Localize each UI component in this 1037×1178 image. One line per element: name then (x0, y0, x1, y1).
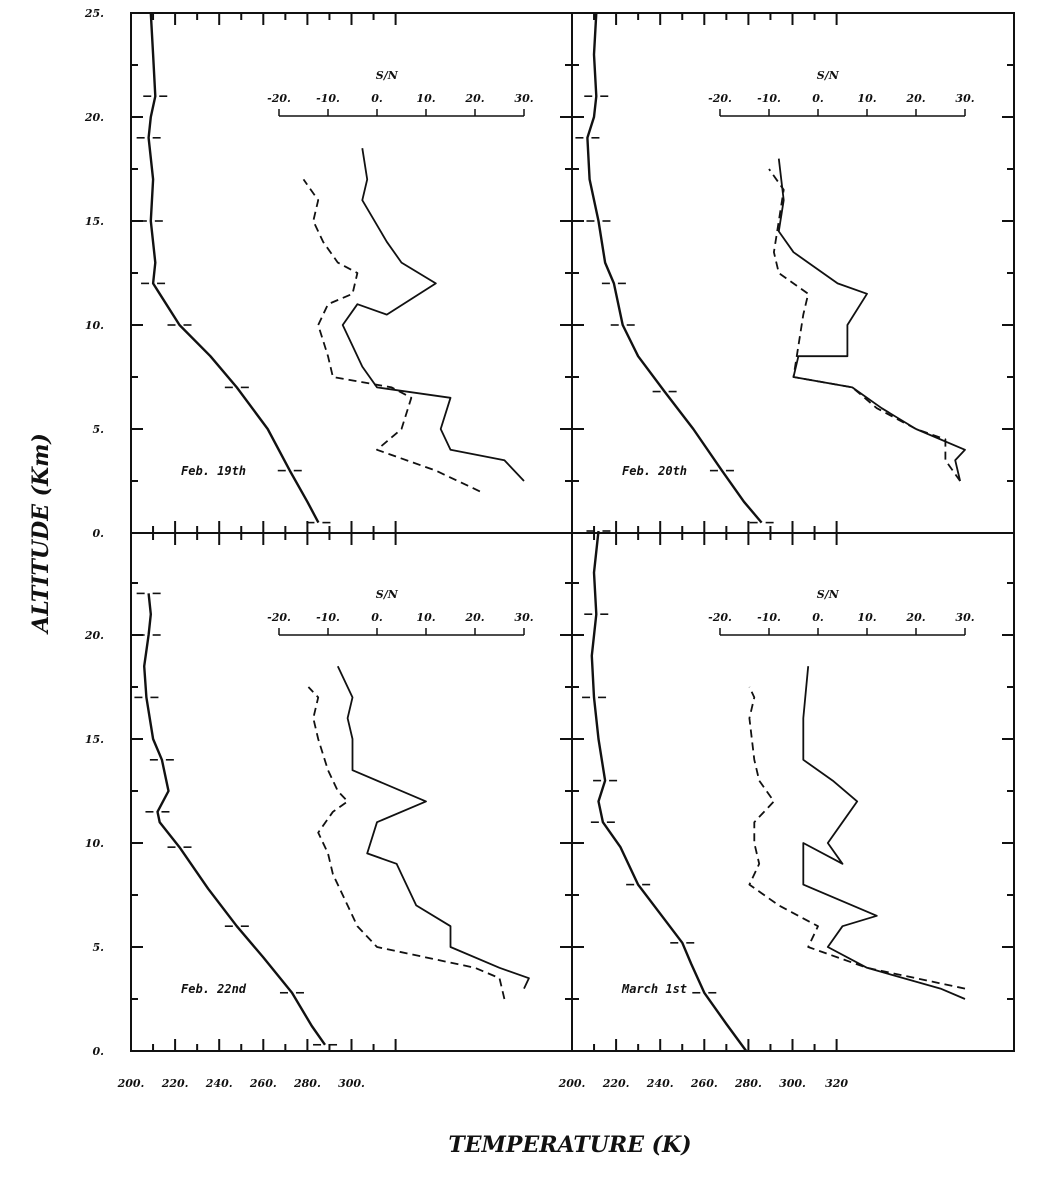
sn-dashed-line (302, 178, 481, 493)
x-tick-label: 220. (161, 1077, 189, 1090)
sn-axis-title: S/N (376, 588, 399, 601)
x-tick-label: 280. (293, 1077, 321, 1090)
panel-date-label: Feb. 19th (181, 464, 246, 478)
panel-date-label: Feb. 20th (622, 464, 687, 478)
y-tick-label: 10. (85, 319, 104, 332)
sn-solid-line (336, 665, 530, 989)
sn-tick-label: -20. (708, 611, 732, 624)
y-tick-label: 0. (93, 527, 105, 540)
y-tick-label: 5. (93, 423, 105, 436)
y-tick-label: 10. (85, 837, 104, 850)
sn-tick-label: 20. (905, 611, 925, 624)
sn-dashed-line (307, 686, 506, 1000)
panel-date-label: Feb. 22nd (181, 982, 247, 996)
sn-tick-label: 20. (905, 92, 925, 105)
sn-tick-label: 30. (514, 92, 533, 105)
x-tick-label: 240. (646, 1077, 674, 1090)
y-tick-label: 15. (85, 215, 104, 228)
panel: -20. -10. 0. 10. 20. 30. S/N Feb. 19th (136, 12, 534, 524)
sn-tick-label: -20. (267, 611, 291, 624)
y-tick-label: 15. (85, 733, 104, 746)
sn-solid-line (341, 148, 525, 482)
sn-axis-title: S/N (817, 588, 840, 601)
sn-tick-label: 0. (812, 92, 824, 105)
temperature-profile-line (142, 593, 326, 1046)
temperature-profile-line (147, 12, 320, 524)
panel: -20. -10. 0. 10. 20. 30. S/N Feb. 20th (575, 12, 975, 524)
y-tick-label: 20. (84, 111, 104, 124)
x-axis-label: TEMPERATURE (K) (448, 1132, 691, 1158)
x-tick-label: 200. (558, 1077, 586, 1090)
sn-tick-label: 10. (857, 92, 876, 105)
sn-tick-label: 10. (857, 611, 876, 624)
sn-tick-label: -20. (708, 92, 732, 105)
sn-tick-label: -10. (757, 611, 781, 624)
y-axis-label: ALTITUDE (Km) (28, 433, 54, 635)
x-tick-label: 300. (338, 1077, 365, 1090)
sn-tick-label: 30. (514, 611, 533, 624)
y-tick-label: 20. (84, 629, 104, 642)
sn-solid-line (802, 666, 966, 1000)
sn-dashed-line (768, 168, 961, 482)
panel-date-label: March 1st (621, 982, 687, 996)
sn-tick-label: 20. (464, 611, 484, 624)
sn-solid-line (777, 158, 966, 482)
x-tick-label: 240. (205, 1077, 233, 1090)
sn-axis-title: S/N (376, 69, 399, 82)
y-tick-label: 0. (93, 1045, 105, 1058)
sn-tick-label: 10. (416, 92, 435, 105)
x-tick-label: 260. (690, 1077, 718, 1090)
temperature-profile-line (590, 530, 748, 1052)
panels: -20. -10. 0. 10. 20. 30. S/N Feb. 19th -20. -10. 0… (134, 12, 975, 1052)
sn-tick-label: 0. (371, 611, 383, 624)
x-tick-label: 200. (117, 1077, 145, 1090)
x-tick-label: 320 (825, 1077, 848, 1090)
sn-tick-label: 20. (464, 92, 484, 105)
y-tick-label: 5. (93, 941, 105, 954)
y-tick-label: 25. (84, 7, 104, 20)
sn-dashed-line (748, 686, 966, 990)
sn-tick-label: -10. (316, 611, 340, 624)
sn-axis-title: S/N (817, 69, 840, 82)
sn-tick-label: 30. (955, 92, 974, 105)
panel: -20. -10. 0. 10. 20. 30. S/N March 1st (582, 530, 975, 1052)
sn-tick-label: 0. (812, 611, 824, 624)
sn-tick-label: -20. (267, 92, 291, 105)
sn-tick-label: 30. (955, 611, 974, 624)
panel: -20. -10. 0. 10. 20. 30. S/N Feb. 22nd (134, 588, 534, 1046)
x-tick-label: 220. (602, 1077, 630, 1090)
x-tick-label: 280. (734, 1077, 762, 1090)
x-tick-label: 260. (249, 1077, 277, 1090)
sn-tick-label: -10. (316, 92, 340, 105)
sn-tick-label: -10. (757, 92, 781, 105)
sn-tick-label: 0. (371, 92, 383, 105)
sn-tick-label: 10. (416, 611, 435, 624)
x-tick-label: 300. (779, 1077, 806, 1090)
axis-ticks: 0. 5. 10. 15. 20. 25. 0. 5. 10. 15. 20. 200. 220. 240… (84, 7, 1014, 1090)
temperature-profile-line (586, 12, 763, 524)
